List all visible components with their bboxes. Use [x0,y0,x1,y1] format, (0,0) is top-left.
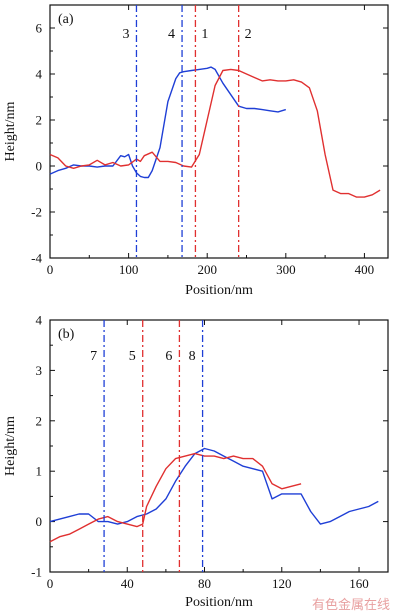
y-tick-label: 3 [36,363,43,378]
x-tick-label: 120 [272,576,292,591]
x-tick-label: 200 [197,262,217,277]
x-tick-label: 40 [121,576,134,591]
marker-label-4: 4 [168,27,175,42]
plot-frame [49,319,389,573]
x-tick-label: 300 [276,262,296,277]
marker-label-5: 5 [129,349,136,364]
marker-label-7: 7 [90,349,97,364]
series-line-1 [49,447,379,525]
series-line-2 [49,68,381,198]
marker-label-6: 6 [165,349,172,364]
x-tick-label: 400 [355,262,375,277]
marker-label-1: 1 [201,27,208,42]
x-tick-label: 100 [119,262,139,277]
x-axis-title: Position/nm [185,595,253,610]
panel-label: (b) [58,327,75,342]
y-tick-label: 2 [36,113,43,128]
y-tick-label: 1 [36,464,43,479]
chart-panel-b: 0 40 80 120 160 -1 0 1 2 3 4 Position/nm Height/nm (b… [3,313,389,610]
y-tick-label: 4 [36,313,43,328]
y-tick-label: 2 [36,413,43,428]
marker-label-2: 2 [245,27,252,42]
panel-label: (a) [58,12,74,27]
x-tick-label: 0 [47,576,54,591]
watermark-text: 有色金属在线 [311,598,390,613]
y-tick-label: 0 [36,159,43,174]
x-tick-label: 160 [349,576,369,591]
marker-label-8: 8 [189,349,196,364]
y-axis-title: Height/nm [3,416,18,476]
y-axis-title: Height/nm [3,101,18,161]
marker-label-3: 3 [122,27,129,42]
y-tick-label: -2 [31,205,42,220]
x-axis-title: Position/nm [185,283,253,298]
y-tick-label: -4 [31,251,42,266]
plot-frame [49,4,389,259]
x-tick-label: 80 [198,576,211,591]
chart-panel-a: 0 100 200 300 400 -4 -2 0 2 4 6 Position/nm Height/n… [3,4,389,298]
y-tick-label: 4 [36,67,43,82]
y-tick-label: 6 [36,21,43,36]
y-tick-label: 0 [36,514,43,529]
series-line-2 [49,452,302,543]
x-tick-label: 0 [47,262,54,277]
y-tick-label: -1 [31,565,42,580]
